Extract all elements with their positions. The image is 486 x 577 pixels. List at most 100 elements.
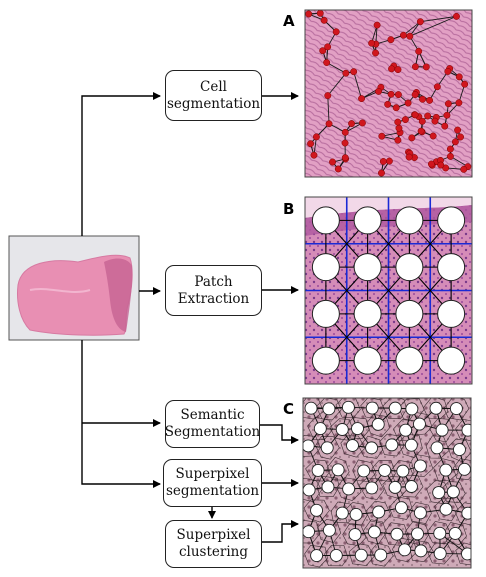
superpixel-node — [321, 480, 335, 494]
superpixel-node — [429, 401, 443, 415]
cell-node — [431, 117, 439, 125]
cell-node — [433, 83, 441, 91]
superpixel-boundary — [434, 497, 459, 522]
cell-node — [325, 120, 333, 128]
cell-node — [379, 158, 387, 165]
box-label-line: Extraction — [177, 290, 250, 307]
superpixel-node — [435, 423, 449, 437]
superpixel-node — [322, 402, 336, 416]
cell-node — [334, 165, 342, 173]
cell-node — [405, 153, 413, 161]
cell-node — [378, 132, 386, 140]
box-label-line: Semantic — [180, 407, 245, 423]
cell-node — [422, 63, 430, 71]
cell-segmentation-box: Cell segmentation — [165, 70, 262, 121]
cell-node — [387, 90, 395, 98]
superpixel-node — [367, 525, 381, 539]
cell-node — [329, 158, 336, 166]
superpixel-graph-image — [303, 398, 471, 568]
cell-node — [341, 128, 349, 136]
cell-graph-edge — [403, 21, 421, 36]
superpixel-node — [320, 441, 334, 455]
superpixel-node — [404, 480, 418, 493]
cell-node — [404, 99, 412, 107]
superpixel-node — [303, 525, 315, 539]
cell-node — [460, 165, 468, 173]
superpixel-boundary — [408, 454, 434, 478]
cell-node — [415, 47, 423, 55]
cell-node — [323, 59, 331, 66]
cell-node — [388, 65, 396, 73]
cell-node — [411, 111, 419, 119]
superpixel-node — [304, 401, 318, 415]
superpixel-boundary — [358, 435, 384, 459]
superpixel-node — [430, 441, 444, 455]
cell-node — [453, 12, 460, 20]
cell-node — [424, 112, 432, 120]
superpixel-boundary — [388, 496, 413, 520]
cell-node — [427, 160, 435, 168]
patch-node — [395, 299, 424, 328]
cell-node — [305, 10, 313, 18]
cell-node — [394, 118, 402, 126]
superpixel-boundary — [358, 477, 385, 500]
superpixel-node — [411, 527, 424, 541]
cell-node — [457, 133, 464, 141]
superpixel-node — [365, 401, 379, 415]
cell-graph-edge — [409, 15, 457, 37]
superpixel-node — [354, 548, 368, 562]
superpixel-node — [303, 439, 315, 453]
cell-node — [455, 73, 463, 81]
cell-node — [392, 104, 400, 112]
patch-node — [437, 206, 466, 235]
superpixel-node — [346, 439, 359, 452]
box-label-line: clustering — [178, 544, 248, 560]
superpixel-boundary — [426, 479, 451, 504]
box-label-line: Patch — [194, 273, 233, 290]
superpixel-node — [348, 528, 362, 542]
superpixel-node — [311, 463, 325, 477]
superpixel-boundary — [329, 418, 354, 441]
superpixel-node — [433, 526, 447, 540]
cell-node — [444, 100, 452, 108]
cell-node — [375, 87, 382, 95]
cell-node — [446, 152, 454, 160]
superpixel-node — [399, 423, 413, 437]
cell-node — [373, 21, 381, 29]
patch-node — [353, 346, 382, 375]
superpixel-node — [349, 508, 363, 521]
cell-node — [358, 119, 366, 127]
box-label-line: Segmentation — [164, 424, 261, 440]
superpixel-node — [390, 527, 404, 541]
superpixel-boundary — [455, 542, 471, 566]
superpixel-boundary — [363, 519, 387, 545]
cell-node — [446, 145, 454, 153]
patch-extraction-box: Patch Extraction — [165, 265, 262, 316]
superpixel-node — [439, 463, 453, 477]
patch-node — [395, 253, 424, 282]
superpixel-node — [385, 438, 399, 452]
superpixel-node — [448, 527, 462, 540]
superpixel-node — [351, 422, 364, 435]
cell-node — [372, 49, 380, 57]
cell-node — [394, 136, 402, 144]
cell-node — [332, 28, 340, 36]
superpixel-node — [461, 547, 471, 561]
cell-node — [324, 43, 332, 51]
box-label-line: Superpixel — [175, 466, 250, 482]
superpixel-node — [449, 402, 463, 416]
cell-node — [394, 66, 402, 74]
semantic-segmentation-box: Semantic Segmentation — [165, 400, 260, 448]
cell-node — [411, 63, 419, 71]
superpixel-node — [405, 402, 419, 416]
cell-node — [342, 69, 350, 77]
whole-slide-image — [8, 235, 140, 341]
cell-node — [400, 31, 407, 39]
cell-graph-edge — [327, 95, 330, 124]
cell-node — [441, 122, 449, 130]
patch-node — [353, 299, 382, 328]
patch-node — [437, 346, 466, 375]
superpixel-node — [378, 464, 392, 477]
superpixel-segmentation-box: Superpixel segmentation — [163, 459, 262, 507]
cell-node — [368, 39, 376, 47]
